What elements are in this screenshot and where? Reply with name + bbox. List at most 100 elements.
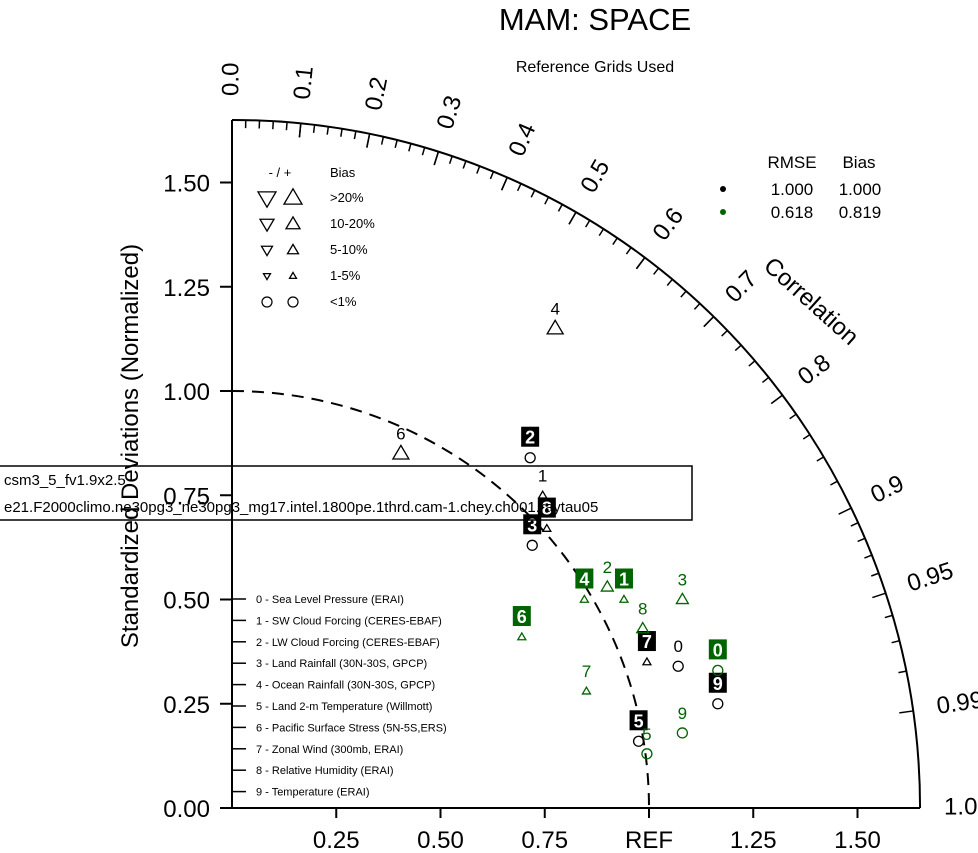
y-tick-label: 0.00	[163, 796, 210, 823]
bias-legend-up-icon	[282, 187, 304, 205]
correlation-tick-label: 0.6	[648, 203, 690, 246]
correlation-tick	[530, 189, 536, 198]
point-label-box	[614, 568, 633, 589]
correlation-tick	[864, 554, 873, 559]
reference-arc	[231, 390, 650, 809]
correlation-tick	[298, 123, 302, 138]
bias-legend-circle-icon	[287, 296, 299, 308]
y-tick-label: 0.75	[163, 483, 210, 510]
correlation-tick	[703, 316, 715, 328]
point-label: 3	[527, 515, 537, 535]
point-label: 1	[538, 466, 547, 485]
case-names-box	[0, 465, 693, 521]
point-label-box	[537, 497, 556, 518]
y-tick-label: 0.25	[163, 692, 210, 719]
bias-legend-row: 1-5%	[330, 268, 361, 283]
point-marker-triangle	[579, 594, 590, 603]
stats-legend-rmse: 0.618	[771, 203, 814, 222]
point-marker-triangle	[391, 444, 411, 460]
point-label: 4	[579, 570, 589, 590]
correlation-tick	[666, 278, 673, 286]
chart-subtitle: Reference Grids Used	[516, 59, 674, 76]
y-axis-label: Standardized Deviations (Normalized)	[117, 244, 144, 648]
x-tick-label: 0.50	[417, 827, 464, 853]
point-label-box	[512, 606, 531, 627]
point-marker-circle	[676, 727, 689, 739]
correlation-tick-label: 0.5	[575, 155, 615, 197]
bias-legend-row: 5-10%	[330, 242, 368, 257]
correlation-tick-label: 0.7	[720, 265, 763, 308]
point-marker-circle	[526, 539, 538, 551]
stats-legend-rmse-header: RMSE	[767, 153, 816, 172]
point-marker-circle	[712, 698, 724, 710]
point-marker-triangle	[618, 594, 630, 603]
case-name-2: e21.F2000climo.ne30pg3_ne30pg3_mg17.inte…	[4, 499, 598, 516]
correlation-tick-label: 0.99	[935, 686, 978, 719]
correlation-tick	[584, 219, 591, 228]
correlation-tick	[870, 572, 880, 577]
point-marker-triangle	[641, 656, 653, 666]
correlation-tick	[353, 131, 357, 140]
correlation-tick-label: 0.1	[289, 65, 319, 101]
correlation-tick	[891, 640, 900, 644]
correlation-tick	[680, 290, 687, 298]
point-label: 0	[713, 640, 723, 660]
variable-label: 3 - Land Rainfall (30N-30S, GPCP)	[256, 658, 427, 670]
variable-label: 8 - Relative Humidity (ERAI)	[256, 765, 394, 777]
bias-legend-up-icon	[286, 243, 300, 255]
point-marker-triangle	[516, 631, 527, 641]
y-tick-label: 1.25	[163, 275, 210, 302]
point-marker-triangle	[675, 592, 690, 605]
stats-legend-rmse: 1.000	[771, 180, 814, 199]
correlation-tick	[340, 128, 343, 137]
correlation-tick	[734, 344, 742, 352]
correlation-tick	[285, 122, 288, 131]
correlation-tick-label: 0.95	[904, 557, 957, 597]
bias-legend-row: >20%	[330, 190, 364, 205]
correlation-tick	[653, 267, 660, 275]
correlation-tick	[898, 670, 907, 674]
correlation-tick	[476, 165, 481, 174]
bias-legend-row: <1%	[330, 294, 357, 309]
correlation-tick-label: 0.0	[217, 63, 244, 96]
correlation-tick	[448, 155, 453, 164]
variable-label: 7 - Zonal Wind (300mb, ERAI)	[256, 744, 403, 756]
correlation-tick	[366, 133, 371, 148]
correlation-tick	[489, 171, 495, 180]
ref-label: REF	[625, 827, 673, 853]
correlation-tick-label: 0.8	[793, 349, 836, 391]
correlation-tick	[816, 456, 825, 462]
correlation-label: Correlation	[758, 252, 863, 351]
case-name-1: csm3_5_fv1.9x2.5	[4, 472, 126, 489]
correlation-tick-label: 0.4	[503, 119, 541, 160]
x-tick-label: 0.75	[521, 827, 568, 853]
correlation-tick	[568, 211, 577, 225]
correlation-tick	[380, 136, 385, 145]
variable-label: 4 - Ocean Rainfall (30N-30S, GPCP)	[256, 680, 435, 692]
correlation-tick	[326, 126, 330, 135]
variable-label: 2 - LW Cloud Forcing (CERES-EBAF)	[256, 637, 440, 649]
stats-legend-bias: 0.819	[839, 203, 882, 222]
correlation-tick	[761, 376, 770, 384]
point-label: 5	[634, 711, 644, 731]
point-label: 9	[713, 674, 723, 694]
point-marker-triangle	[541, 523, 552, 532]
point-label: 7	[642, 632, 652, 652]
correlation-tick-label: 0.3	[432, 93, 468, 133]
stats-legend-bias-header: Bias	[842, 153, 875, 172]
chart-title: MAM: SPACE	[499, 2, 691, 37]
point-label: 7	[582, 662, 591, 681]
bias-legend-up-icon	[284, 215, 302, 230]
bias-legend-down-icon	[260, 245, 274, 257]
variable-label: 0 - Sea Level Pressure (ERAI)	[256, 594, 404, 606]
point-label: 5	[642, 725, 651, 744]
x-tick-label: 1.50	[834, 827, 881, 853]
point-label-box	[521, 426, 540, 447]
bias-legend-header: Bias	[330, 165, 356, 180]
point-marker-circle	[672, 660, 684, 672]
correlation-tick	[462, 160, 467, 169]
bias-legend-down-icon	[258, 218, 276, 233]
y-tick-label: 1.50	[163, 171, 210, 198]
point-label: 3	[678, 571, 687, 590]
